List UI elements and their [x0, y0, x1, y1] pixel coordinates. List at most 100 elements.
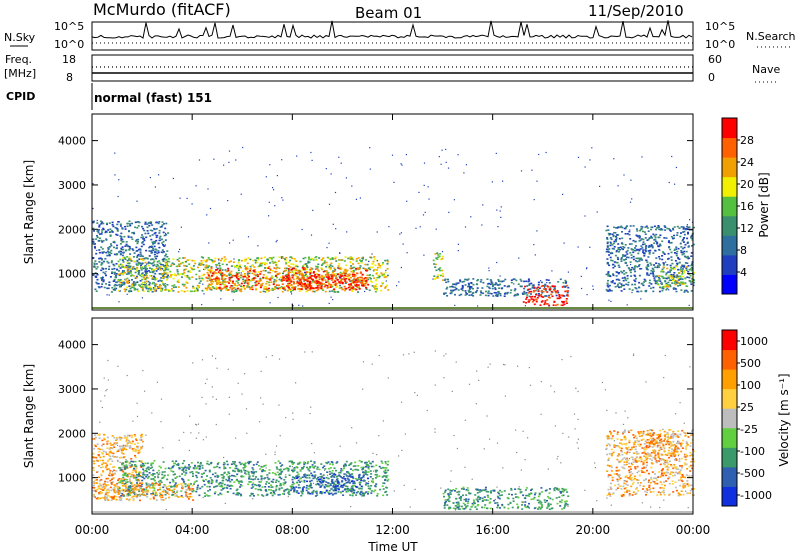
power-cell	[93, 266, 96, 268]
power-cell	[339, 282, 342, 284]
power-cell	[691, 276, 694, 279]
power-cell	[618, 282, 621, 284]
velocity-cell	[287, 492, 290, 494]
power-cell	[333, 273, 336, 275]
power-cell	[613, 261, 616, 263]
power-cell	[129, 253, 132, 255]
power-cell	[128, 248, 131, 251]
power-cell	[292, 266, 295, 269]
velocity-cell	[137, 474, 140, 477]
velocity-cell	[211, 473, 214, 476]
power-cell	[149, 221, 152, 223]
power-cell	[650, 283, 653, 285]
velocity-cell	[131, 440, 134, 443]
velocity-cell	[188, 484, 191, 487]
power-cell	[202, 264, 205, 266]
power-cell	[334, 284, 337, 286]
power-cell	[279, 287, 282, 290]
velocity-cell	[142, 489, 145, 492]
velocity-cell	[234, 467, 237, 470]
power-cell	[348, 284, 351, 287]
velocity-cell	[271, 486, 274, 488]
velocity-cell	[240, 494, 243, 497]
power-noise-dot	[371, 253, 373, 255]
power-cell	[495, 292, 498, 294]
velocity-cell	[250, 478, 253, 480]
power-cell	[368, 274, 371, 277]
power-cell	[454, 293, 456, 296]
noise-right-tick-bottom: 10^0	[705, 38, 735, 51]
velocity-cell	[117, 449, 120, 451]
power-cell	[663, 237, 666, 239]
velocity-cell	[177, 464, 180, 466]
velocity-cell	[369, 487, 372, 490]
velocity-cell	[107, 459, 110, 461]
power-cell	[678, 258, 681, 260]
power-cell	[284, 275, 287, 277]
power-cell	[683, 255, 686, 258]
power-cell	[317, 270, 320, 272]
power-cell	[317, 288, 320, 291]
power-cell	[338, 263, 341, 265]
power-cell	[655, 233, 658, 236]
power-cell	[110, 261, 113, 264]
power-cell	[224, 286, 227, 288]
power-cell	[369, 256, 372, 258]
power-cell	[354, 269, 357, 271]
power-cell	[633, 274, 636, 277]
velocity-cell	[220, 482, 223, 485]
power-cell	[642, 249, 645, 251]
power-cell	[229, 272, 232, 274]
power-cell	[621, 237, 624, 240]
velocity-cell	[125, 472, 128, 475]
velocity-cell	[371, 478, 374, 480]
power-cell	[350, 270, 353, 273]
power-cell	[271, 270, 274, 272]
power-cell	[295, 264, 298, 267]
power-cell	[173, 274, 176, 277]
velocity-cell	[351, 469, 354, 472]
velocity-cell	[119, 481, 122, 484]
velocity-cell	[326, 462, 329, 465]
power-cell	[358, 267, 361, 269]
velocity-cell	[134, 485, 137, 488]
power-cell	[290, 280, 293, 283]
power-cell	[562, 295, 565, 297]
power-cell	[655, 280, 657, 282]
power-cell	[161, 264, 164, 266]
power-cell	[125, 281, 128, 283]
power-noise-dot	[274, 205, 276, 207]
power-cell	[188, 263, 191, 265]
power-cell	[319, 282, 322, 284]
velocity-cell	[232, 461, 235, 463]
power-cell	[108, 281, 111, 284]
velocity-cell	[143, 470, 145, 472]
power-cell	[368, 289, 371, 292]
power-cell	[386, 260, 389, 263]
power-cell	[255, 280, 258, 283]
velocity-cell	[105, 485, 108, 487]
power-cell	[309, 272, 312, 274]
power-cell	[609, 289, 612, 292]
power-cell	[689, 274, 692, 277]
power-noise-dot	[369, 168, 371, 170]
power-noise-dot	[186, 197, 188, 199]
velocity-cell	[134, 454, 136, 457]
power-cell	[297, 272, 300, 274]
velocity-cell	[121, 466, 124, 469]
power-cell	[627, 284, 630, 286]
power-cell	[96, 266, 99, 268]
power-cell	[339, 284, 341, 287]
power-cell	[102, 251, 105, 253]
power-cell	[102, 280, 105, 283]
power-ytick-label: 4000	[58, 135, 86, 148]
velocity-cell	[258, 464, 260, 467]
power-cell	[229, 260, 232, 263]
title: McMurdo (fitACF)	[93, 0, 231, 19]
power-cell	[652, 290, 655, 293]
power-noise-dot	[427, 186, 429, 188]
power-cell	[468, 291, 471, 294]
power-cell	[460, 288, 463, 290]
velocity-cell	[338, 471, 341, 474]
power-cell	[336, 285, 339, 287]
